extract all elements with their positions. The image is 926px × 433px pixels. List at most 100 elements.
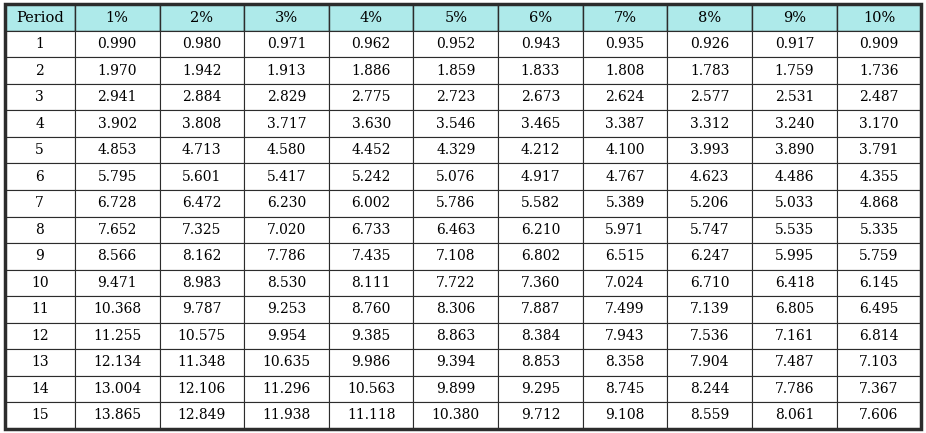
Text: 8.760: 8.760	[352, 302, 391, 317]
Bar	[329, 84, 413, 110]
Text: 6.472: 6.472	[182, 196, 221, 210]
Text: 6.002: 6.002	[352, 196, 391, 210]
Text: 3%: 3%	[275, 10, 298, 25]
Text: 4.853: 4.853	[97, 143, 137, 157]
Bar	[159, 84, 244, 110]
Bar	[582, 31, 668, 58]
Bar	[498, 137, 582, 163]
Bar	[75, 323, 159, 349]
Bar	[75, 269, 159, 296]
Bar	[752, 323, 837, 349]
Text: 3.465: 3.465	[520, 116, 560, 131]
Text: 5.795: 5.795	[97, 170, 137, 184]
Bar	[5, 243, 75, 269]
Text: 3.717: 3.717	[267, 116, 307, 131]
Bar	[244, 58, 329, 84]
Text: 8.111: 8.111	[351, 276, 391, 290]
Text: 1.783: 1.783	[690, 64, 730, 78]
Text: 8.358: 8.358	[606, 355, 644, 369]
Bar	[329, 4, 413, 31]
Bar	[668, 269, 752, 296]
Text: 6.710: 6.710	[690, 276, 730, 290]
Bar	[413, 84, 498, 110]
Bar	[752, 296, 837, 323]
Bar	[244, 84, 329, 110]
Text: 7.139: 7.139	[690, 302, 730, 317]
Bar	[582, 58, 668, 84]
Text: 11.296: 11.296	[262, 382, 310, 396]
Text: 6.210: 6.210	[520, 223, 560, 237]
Text: 4.212: 4.212	[520, 143, 560, 157]
Text: 1.833: 1.833	[520, 64, 560, 78]
Bar	[159, 110, 244, 137]
Text: 0.935: 0.935	[606, 37, 644, 51]
Text: 4.623: 4.623	[690, 170, 730, 184]
Bar	[329, 243, 413, 269]
Text: 1.759: 1.759	[775, 64, 814, 78]
Bar	[159, 243, 244, 269]
Bar	[668, 402, 752, 429]
Bar	[752, 58, 837, 84]
Bar	[582, 137, 668, 163]
Bar	[837, 163, 921, 190]
Bar	[498, 296, 582, 323]
Bar	[329, 216, 413, 243]
Text: 10.380: 10.380	[432, 408, 480, 423]
Bar	[668, 137, 752, 163]
Bar	[498, 110, 582, 137]
Bar	[837, 58, 921, 84]
Bar	[244, 269, 329, 296]
Bar	[752, 31, 837, 58]
Bar	[413, 58, 498, 84]
Text: 3.546: 3.546	[436, 116, 475, 131]
Bar	[752, 402, 837, 429]
Bar	[752, 269, 837, 296]
Bar	[498, 269, 582, 296]
Text: 9.394: 9.394	[436, 355, 475, 369]
Text: 5.747: 5.747	[690, 223, 730, 237]
Text: 3.630: 3.630	[352, 116, 391, 131]
Bar	[159, 31, 244, 58]
Bar	[5, 375, 75, 402]
Bar	[329, 349, 413, 375]
Bar	[668, 375, 752, 402]
Bar	[498, 58, 582, 84]
Text: 4.868: 4.868	[859, 196, 899, 210]
Text: 3.240: 3.240	[775, 116, 814, 131]
Bar	[582, 349, 668, 375]
Bar	[244, 243, 329, 269]
Text: 0.980: 0.980	[182, 37, 221, 51]
Text: 4%: 4%	[359, 10, 382, 25]
Text: 3.312: 3.312	[690, 116, 730, 131]
Text: 2.673: 2.673	[520, 90, 560, 104]
Bar	[413, 137, 498, 163]
Text: 5.076: 5.076	[436, 170, 475, 184]
Bar	[837, 31, 921, 58]
Text: 5.995: 5.995	[775, 249, 814, 263]
Bar	[75, 296, 159, 323]
Text: 4.580: 4.580	[267, 143, 307, 157]
Bar	[413, 4, 498, 31]
Text: 8.244: 8.244	[690, 382, 730, 396]
Text: 8.745: 8.745	[606, 382, 644, 396]
Text: 1.942: 1.942	[182, 64, 221, 78]
Text: 12.849: 12.849	[178, 408, 226, 423]
Bar	[159, 4, 244, 31]
Text: 7.606: 7.606	[859, 408, 899, 423]
Bar	[837, 349, 921, 375]
Text: 6.463: 6.463	[436, 223, 475, 237]
Text: 14: 14	[31, 382, 48, 396]
Text: 3.808: 3.808	[182, 116, 221, 131]
Bar	[668, 163, 752, 190]
Text: 9.385: 9.385	[352, 329, 391, 343]
Bar	[75, 402, 159, 429]
Text: 9.899: 9.899	[436, 382, 475, 396]
Text: 7.722: 7.722	[436, 276, 476, 290]
Text: 10: 10	[31, 276, 48, 290]
Text: 10.575: 10.575	[178, 329, 226, 343]
Text: 0.962: 0.962	[352, 37, 391, 51]
Text: 12.106: 12.106	[178, 382, 226, 396]
Text: 4.329: 4.329	[436, 143, 475, 157]
Bar	[413, 323, 498, 349]
Bar	[498, 4, 582, 31]
